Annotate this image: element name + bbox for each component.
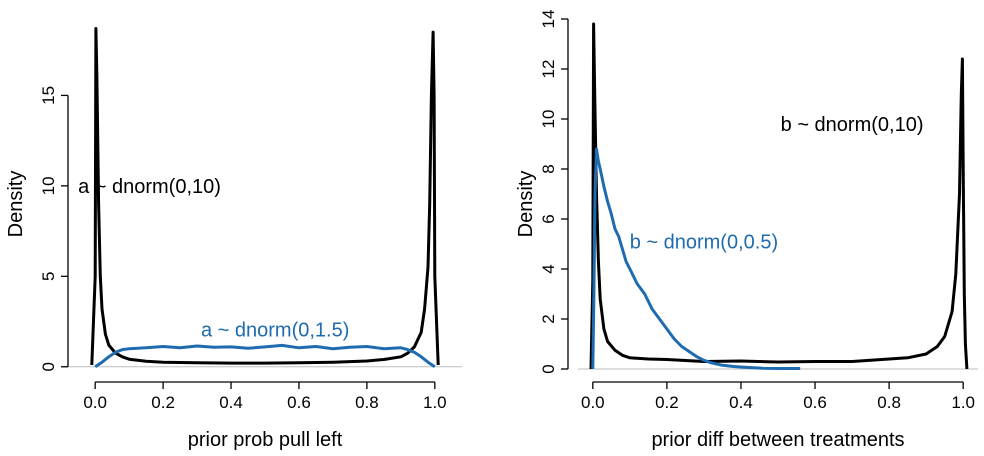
right-chart-panel: 0.0 0.2 0.4 0.6 0.8 1.0 0 2 4 6 8 10 12 14 prior dif… bbox=[515, 10, 978, 451]
y-tick-label: 2 bbox=[539, 314, 558, 323]
series-line-a-dnorm-0-10 bbox=[90, 27, 440, 366]
annotation-a-dnorm-0-1-5: a ~ dnorm(0,1.5) bbox=[201, 320, 349, 342]
series-line-a-dnorm-0-1-5 bbox=[94, 343, 436, 369]
x-tick-label: 0.2 bbox=[655, 393, 679, 412]
series-line-b-dnorm-0-0-5 bbox=[591, 147, 801, 370]
x-tick-label: 0.6 bbox=[803, 393, 827, 412]
annotation-b-dnorm-0-10: b ~ dnorm(0,10) bbox=[781, 114, 924, 136]
x-tick-label: 0.2 bbox=[151, 393, 175, 412]
y-axis-title: Density bbox=[5, 171, 27, 238]
x-tick-label: 1.0 bbox=[423, 393, 447, 412]
y-tick-label: 5 bbox=[39, 272, 58, 281]
y-tick-label: 0 bbox=[539, 364, 558, 373]
y-tick-label: 4 bbox=[539, 264, 558, 273]
y-tick-label: 10 bbox=[39, 176, 58, 195]
y-tick-label: 6 bbox=[539, 214, 558, 223]
y-tick-label: 14 bbox=[539, 10, 558, 29]
x-tick-label: 0.0 bbox=[581, 393, 605, 412]
x-tick-label: 0.8 bbox=[877, 393, 901, 412]
x-axis-title: prior diff between treatments bbox=[651, 429, 904, 451]
left-chart-panel: 0.0 0.2 0.4 0.6 0.8 1.0 0 5 10 15 prior prob pul… bbox=[5, 27, 462, 451]
y-axis-ticks: 0 5 10 15 bbox=[39, 86, 68, 371]
annotation-a-dnorm-0-10: a ~ dnorm(0,10) bbox=[78, 176, 221, 198]
x-axis-title: prior prob pull left bbox=[188, 429, 343, 451]
x-tick-label: 0.0 bbox=[83, 393, 107, 412]
y-axis-title: Density bbox=[515, 171, 537, 238]
x-axis-ticks: 0.0 0.2 0.4 0.6 0.8 1.0 bbox=[581, 382, 975, 412]
y-axis-ticks: 0 2 4 6 8 10 12 14 bbox=[539, 10, 568, 374]
x-tick-label: 1.0 bbox=[951, 393, 975, 412]
y-tick-label: 12 bbox=[539, 60, 558, 79]
x-axis-ticks: 0.0 0.2 0.4 0.6 0.8 1.0 bbox=[83, 382, 447, 412]
y-tick-label: 0 bbox=[39, 362, 58, 371]
y-tick-label: 15 bbox=[39, 86, 58, 105]
y-tick-label: 8 bbox=[539, 164, 558, 173]
annotation-b-dnorm-0-0-5: b ~ dnorm(0,0.5) bbox=[630, 232, 778, 254]
x-tick-label: 0.6 bbox=[287, 393, 311, 412]
x-tick-label: 0.8 bbox=[355, 393, 379, 412]
x-tick-label: 0.4 bbox=[729, 393, 753, 412]
series-line-b-dnorm-0-10 bbox=[589, 22, 969, 370]
y-tick-label: 10 bbox=[539, 110, 558, 129]
x-tick-label: 0.4 bbox=[219, 393, 243, 412]
